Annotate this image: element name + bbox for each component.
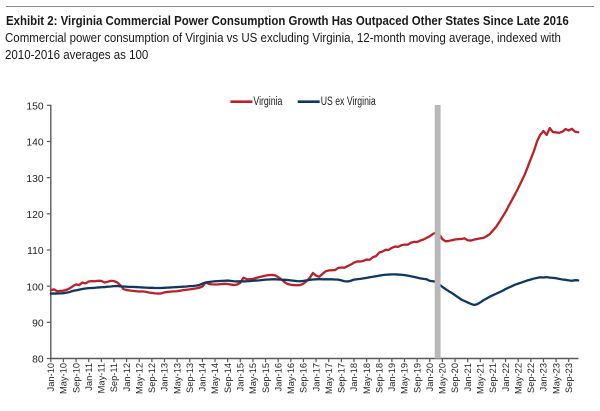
svg-text:Jan-13: Jan-13: [160, 363, 170, 391]
svg-text:Jan-11: Jan-11: [84, 363, 94, 391]
svg-text:Jan-23: Jan-23: [539, 363, 549, 391]
svg-text:Sep-23: Sep-23: [564, 363, 574, 393]
svg-text:Jan-10: Jan-10: [46, 363, 56, 391]
svg-text:Sep-19: Sep-19: [412, 363, 422, 393]
svg-text:May-16: May-16: [286, 363, 296, 394]
svg-text:150: 150: [26, 102, 43, 113]
svg-text:120: 120: [26, 210, 43, 221]
svg-text:Sep-20: Sep-20: [450, 363, 460, 393]
svg-text:May-15: May-15: [248, 363, 258, 394]
svg-text:Jan-19: Jan-19: [387, 363, 397, 391]
svg-text:Sep-14: Sep-14: [223, 363, 233, 393]
svg-text:100: 100: [26, 282, 43, 293]
svg-text:May-19: May-19: [400, 363, 410, 394]
svg-text:Jan-22: Jan-22: [501, 363, 511, 391]
svg-text:May-21: May-21: [476, 363, 486, 394]
svg-text:Sep-13: Sep-13: [185, 363, 195, 393]
svg-text:May-17: May-17: [324, 363, 334, 394]
svg-text:Jan-12: Jan-12: [122, 363, 132, 391]
svg-text:May-20: May-20: [438, 363, 448, 394]
svg-text:Jan-20: Jan-20: [425, 363, 435, 391]
svg-text:May-14: May-14: [210, 363, 220, 394]
svg-text:May-10: May-10: [59, 363, 69, 394]
svg-text:Sep-12: Sep-12: [147, 363, 157, 393]
svg-text:Jan-15: Jan-15: [235, 363, 245, 391]
svg-text:May-12: May-12: [134, 363, 144, 394]
svg-text:Sep-18: Sep-18: [374, 363, 384, 393]
svg-text:Jan-14: Jan-14: [198, 363, 208, 391]
svg-text:May-11: May-11: [97, 363, 107, 393]
svg-text:Jan-17: Jan-17: [311, 363, 321, 391]
svg-text:Virginia: Virginia: [253, 96, 282, 108]
svg-text:Jan-16: Jan-16: [273, 363, 283, 391]
svg-text:Jan-21: Jan-21: [463, 363, 473, 391]
svg-text:Sep-21: Sep-21: [488, 363, 498, 393]
svg-text:May-22: May-22: [513, 363, 523, 394]
svg-text:130: 130: [26, 174, 43, 185]
svg-text:May-23: May-23: [551, 363, 561, 394]
svg-text:Sep-15: Sep-15: [261, 363, 271, 393]
svg-text:Jan-18: Jan-18: [349, 363, 359, 391]
svg-text:110: 110: [27, 246, 44, 257]
svg-text:80: 80: [32, 355, 44, 366]
svg-text:May-13: May-13: [172, 363, 182, 394]
svg-text:May-18: May-18: [362, 363, 372, 394]
svg-text:Sep-22: Sep-22: [526, 363, 536, 393]
svg-text:Sep-16: Sep-16: [299, 363, 309, 393]
svg-text:Sep-10: Sep-10: [71, 363, 81, 393]
svg-text:90: 90: [32, 319, 44, 330]
svg-text:140: 140: [26, 138, 43, 149]
svg-text:Sep-11: Sep-11: [109, 363, 119, 392]
svg-text:US ex Virginia: US ex Virginia: [321, 96, 376, 108]
svg-text:Sep-17: Sep-17: [337, 363, 347, 393]
